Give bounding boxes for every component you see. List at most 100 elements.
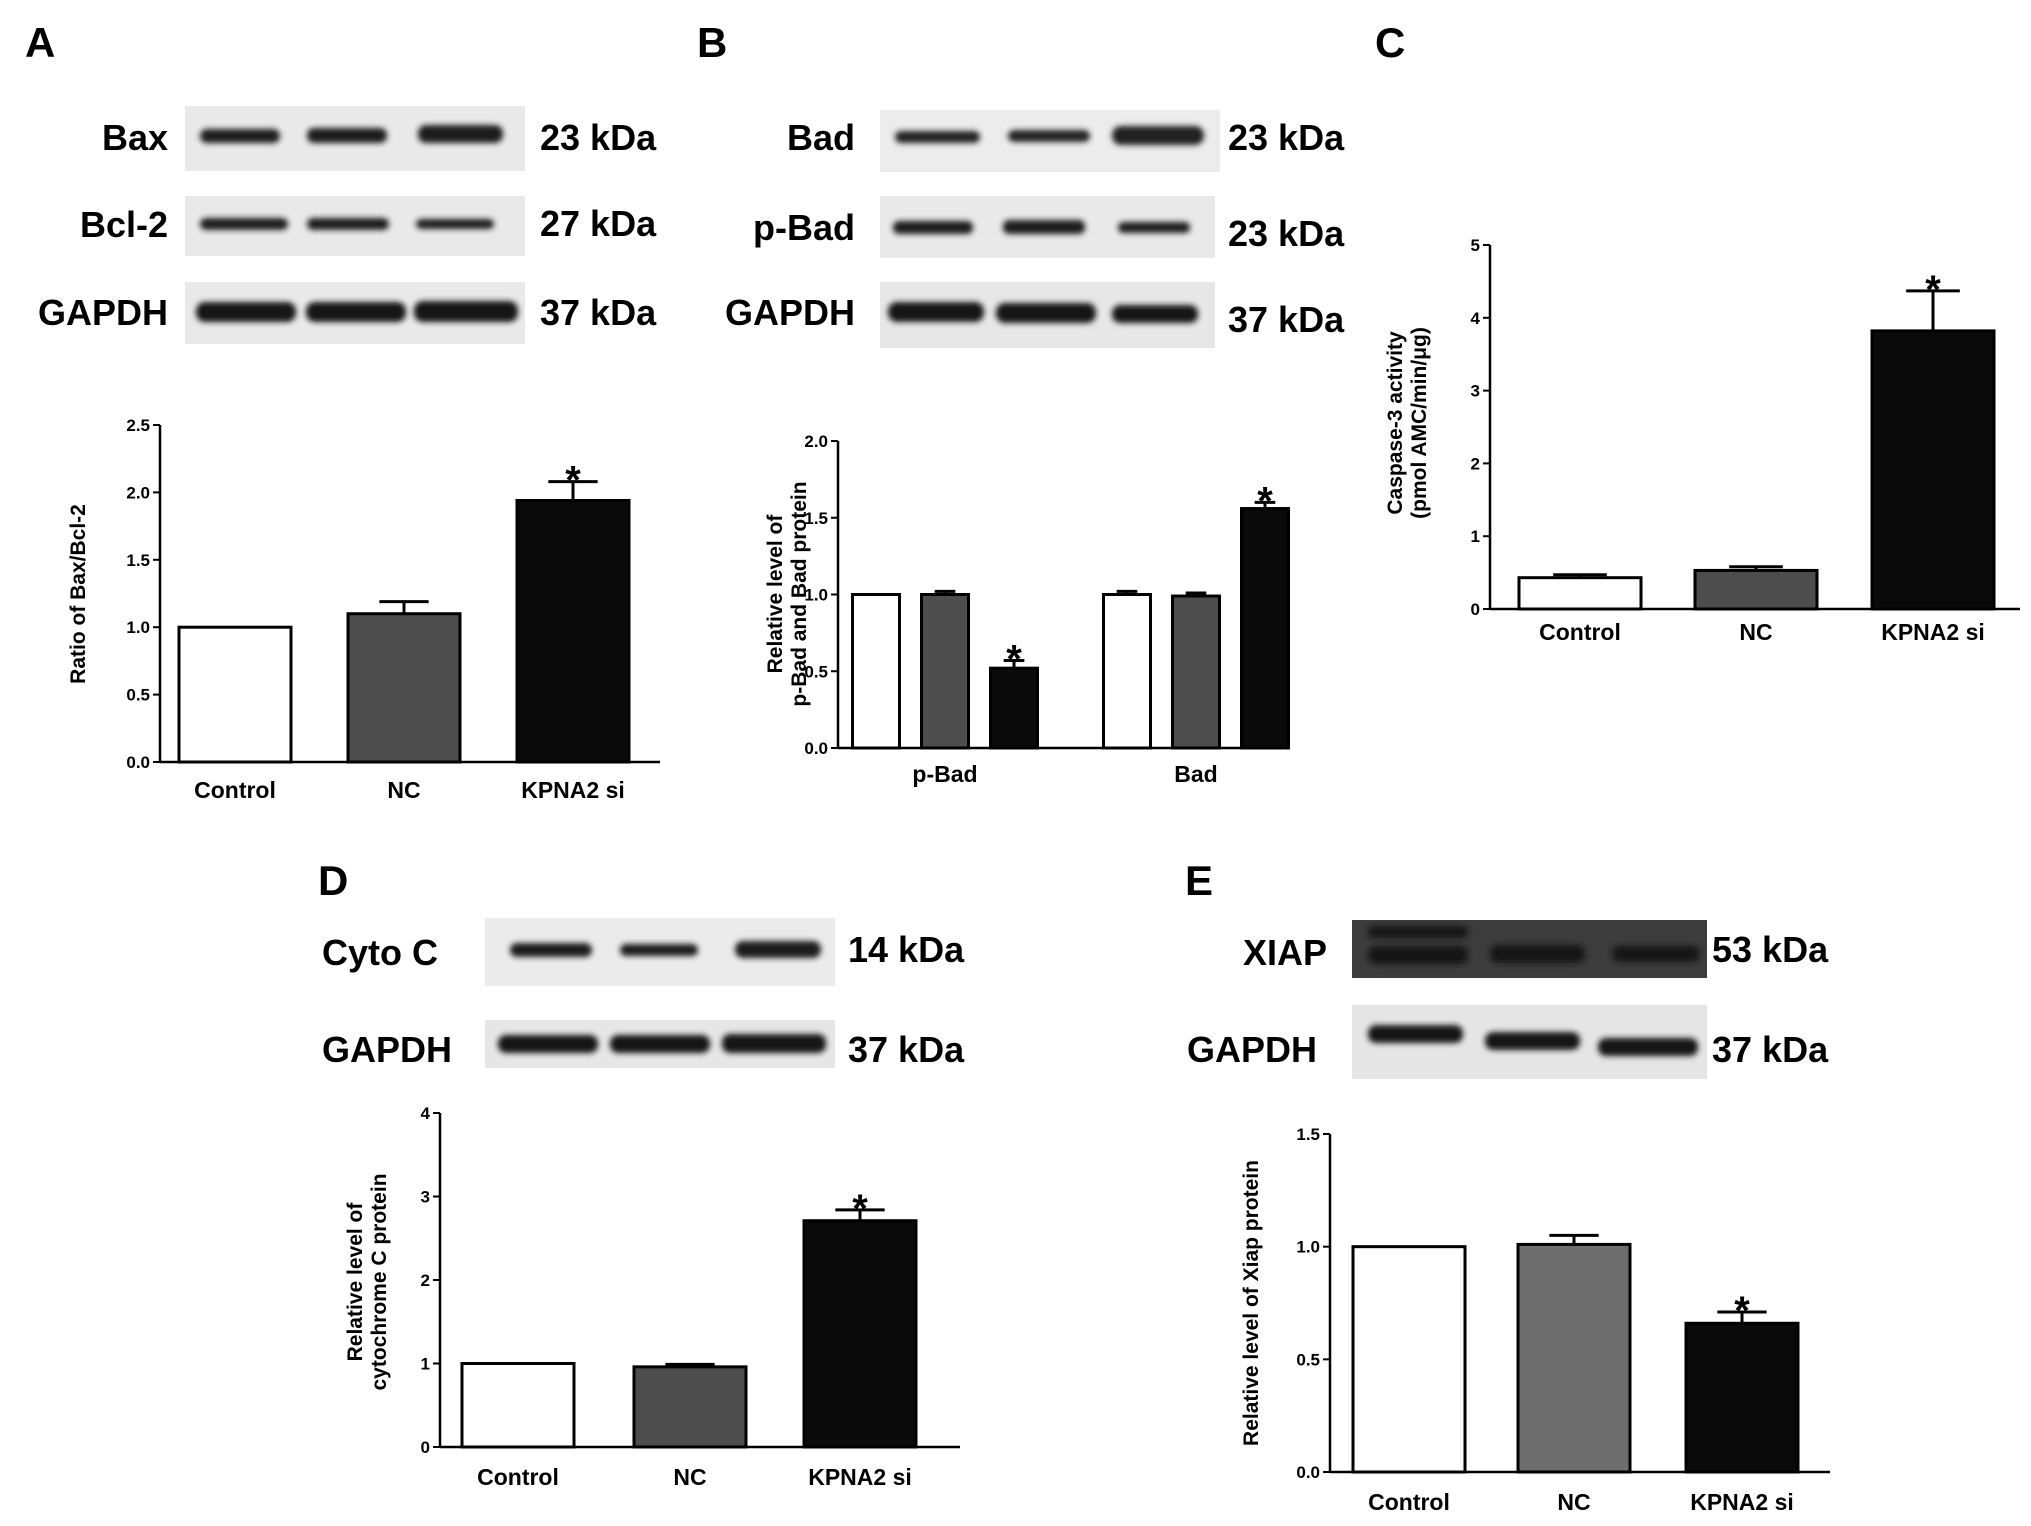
chart-d-bar [460,1362,576,1449]
chart-a-bar [515,498,631,764]
chart-b-ylabel-line: Relative level of [764,514,787,674]
chart-a-y-tick-label: 2.0 [126,483,150,502]
blot-a-bax-bands [200,125,503,143]
chart-a-bar [346,612,462,764]
chart-e-ylabel: Relative level of Xiap protein [1240,1160,1263,1446]
chart-e-significance-marker: * [1734,1289,1750,1333]
chart-d-y-tick-label: 2 [421,1271,430,1290]
chart-e: 0.0 0.5 1.0 1.5 Relative level of Xiap prote… [1240,1125,1830,1515]
chart-e-bar [1684,1321,1800,1474]
blot-b-pbad-label: p-Bad [753,207,855,248]
chart-d-ylabel: Relative level of cytochrome C protein [344,1173,391,1390]
chart-c-category-label: Control [1539,619,1621,645]
chart-d-y-tick-label: 4 [421,1104,431,1123]
chart-c-bar [1693,568,1819,611]
chart-e-bar [1516,1242,1632,1474]
chart-d-y-tick-label: 0 [421,1438,430,1457]
chart-b-y-tick-label: 0.0 [804,739,828,758]
chart-b-bar [1171,594,1221,750]
blot-d-cytoc-size: 14 kDa [848,929,965,970]
panel-letter-b: B [697,19,727,66]
chart-c-y-tick-label: 2 [1471,454,1480,473]
blot-d-cytoc-bands [510,941,821,958]
chart-b-ylabel-line: p-Bad and Bad protein [788,481,811,706]
chart-d-bar [632,1365,748,1449]
chart-c-y-tick-label: 1 [1471,527,1480,546]
chart-c-category-label: KPNA2 si [1881,619,1985,645]
chart-d-significance-marker: * [852,1187,868,1231]
chart-b: 0.0 0.5 1.0 1.5 2.0 Relative level of p-Bad an… [764,432,1290,787]
chart-a-y-tick-label: 1.0 [126,618,150,637]
panel-d-blots: Cyto C 14 kDa GAPDH 37 kDa [322,918,965,1070]
panel-e-blots: XIAP 53 kDa GAPDH 37 kDa [1187,920,1829,1079]
chart-b-y-tick-label: 0.5 [804,662,828,681]
chart-e-y-tick-label: 0.0 [1296,1463,1320,1482]
chart-d-bar [802,1219,918,1449]
chart-c-category-label: NC [1739,619,1772,645]
chart-c-bar [1870,329,1996,611]
chart-a-category-label: Control [194,777,276,803]
blot-a-gapdh-bands [196,301,518,322]
blot-a-gapdh-label: GAPDH [38,292,168,333]
chart-d-ylabel-line: cytochrome C protein [368,1173,391,1390]
chart-c-ylabel: Caspase-3 activity (pmol AMC/min/μg) [1384,327,1431,519]
blot-a-bcl2-size: 27 kDa [540,203,657,244]
blot-a-bax-size: 23 kDa [540,117,657,158]
blot-e-xiap-bands [1368,926,1700,964]
chart-b-category-label: p-Bad [912,761,977,787]
chart-b-ylabel: Relative level of p-Bad and Bad protein [764,481,811,706]
chart-e-category-label: Control [1368,1489,1450,1515]
chart-b-y-tick-label: 1.5 [804,509,828,528]
blot-b-bad-size: 23 kDa [1228,117,1345,158]
blot-d-cytoc-label: Cyto C [322,932,438,973]
blot-a-bcl2-bands [200,218,494,230]
panel-a-blots: Bax 23 kDa Bcl-2 27 kDa GAPDH 37 kDa [38,106,657,344]
blot-e-gapdh-bands [1368,1025,1698,1056]
chart-c-ylabel-line: (pmol AMC/min/μg) [1408,327,1431,519]
chart-d-category-label: Control [477,1464,559,1490]
chart-c-y-tick-label: 4 [1471,309,1481,328]
blot-a-bcl2-label: Bcl-2 [80,204,168,245]
panel-b-blots: Bad 23 kDa p-Bad 23 kDa GAPDH 37 kDa [725,110,1345,348]
chart-d-y-tick-label: 1 [421,1355,430,1374]
chart-b-bar [851,593,901,750]
chart-b-y-tick-label: 2.0 [804,432,828,451]
blot-b-pbad-size: 23 kDa [1228,213,1345,254]
chart-c-ylabel-line: Caspase-3 activity [1384,331,1407,515]
blot-d-gapdh-bands [498,1034,826,1053]
chart-e-y-tick-label: 1.5 [1296,1125,1320,1144]
chart-e-ylabel-line: Relative level of Xiap protein [1240,1160,1263,1446]
chart-c-y-tick-label: 5 [1471,236,1480,255]
chart-e-y-tick-label: 1.0 [1296,1238,1320,1257]
chart-c-y-tick-label: 0 [1471,600,1480,619]
blot-a-gapdh-size: 37 kDa [540,292,657,333]
blot-b-pbad-bands [893,220,1190,234]
blot-e-xiap-label: XIAP [1243,932,1327,973]
chart-a-y-tick-label: 0.5 [126,686,150,705]
chart-d-y-tick-label: 3 [421,1188,430,1207]
chart-e-category-label: KPNA2 si [1690,1489,1794,1515]
chart-e-y-tick-label: 0.5 [1296,1350,1320,1369]
blot-e-xiap-size: 53 kDa [1712,929,1829,970]
chart-a-category-label: KPNA2 si [521,777,625,803]
chart-b-bar [920,593,970,750]
blot-b-gapdh-label: GAPDH [725,292,855,333]
chart-b-bar [989,666,1039,750]
chart-a-y-tick-label: 0.0 [126,753,150,772]
chart-d-category-label: NC [673,1464,706,1490]
chart-c-bar [1517,576,1643,611]
blot-b-gapdh-bands [888,302,1198,323]
chart-d-category-label: KPNA2 si [808,1464,912,1490]
chart-b-bar [1240,507,1290,750]
chart-b-category-label: Bad [1174,761,1217,787]
blot-b-bad-bands [895,126,1204,145]
panel-letter-c: C [1375,19,1405,66]
chart-a-ylabel-line: Ratio of Bax/Bcl-2 [67,504,90,684]
chart-d: 0 1 2 3 4 Relative level of cytochrome C prote… [344,1104,960,1490]
blot-e-gapdh-label: GAPDH [1187,1029,1317,1070]
blot-e-gapdh-size: 37 kDa [1712,1029,1829,1070]
chart-b-significance-marker: * [1006,638,1022,682]
chart-b-significance-marker: * [1257,479,1273,523]
chart-a-category-label: NC [387,777,420,803]
blot-d-gapdh-label: GAPDH [322,1029,452,1070]
